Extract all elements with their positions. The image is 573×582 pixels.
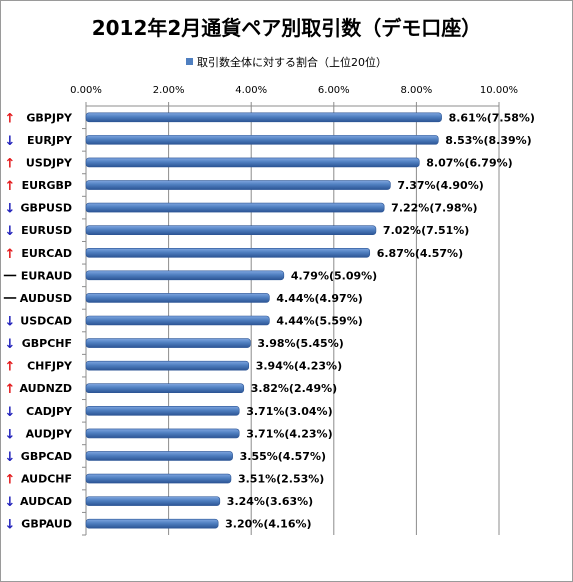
category-label: AUDCHF [21, 473, 72, 486]
bar [85, 518, 219, 529]
bar [85, 202, 385, 213]
bar [85, 428, 240, 439]
data-label: 3.71%(3.04%) [246, 405, 332, 418]
data-label: 4.44%(5.59%) [276, 315, 362, 328]
data-label: 3.98%(5.45%) [257, 337, 343, 350]
category-label: EURUSD [21, 224, 72, 237]
trend-arrow-icon: ↑ [5, 247, 16, 262]
bar [85, 247, 371, 258]
bar [85, 338, 251, 348]
bar [85, 451, 233, 461]
bar [85, 135, 439, 145]
bar [85, 473, 232, 484]
bar [85, 293, 270, 303]
trend-arrow-icon: ↑ [5, 473, 16, 488]
category-label: GBPCHF [22, 337, 72, 350]
trend-arrow-icon: 一 [3, 292, 16, 307]
trend-arrow-icon: ↓ [5, 495, 16, 510]
chart-legend: 取引数全体に対する割合（上位20位） [0, 54, 573, 70]
data-label: 8.53%(8.39%) [445, 134, 531, 147]
category-label: GBPJPY [26, 111, 73, 124]
trend-arrow-icon: ↑ [5, 111, 16, 126]
trend-arrow-icon: ↓ [5, 315, 16, 330]
category-label: EURJPY [27, 134, 73, 147]
category-label: EURCAD [21, 247, 72, 260]
bar [85, 180, 391, 190]
data-label: 3.71%(4.23%) [246, 427, 332, 440]
x-tick-label: 8.00% [401, 85, 433, 96]
legend-label: 取引数全体に対する割合（上位20位） [197, 56, 387, 69]
data-label: 8.07%(6.79%) [426, 156, 512, 169]
trend-arrow-icon: ↑ [5, 360, 16, 375]
trend-arrow-icon: ↑ [5, 382, 16, 397]
bar [85, 360, 250, 371]
trend-arrow-icon: ↓ [5, 405, 16, 420]
bar [85, 112, 442, 123]
x-tick-label: 2.00% [153, 85, 185, 96]
data-label: 7.37%(4.90%) [397, 179, 483, 192]
category-label: GBPUSD [21, 202, 72, 215]
category-label: EURAUD [21, 269, 72, 282]
category-label: AUDNZD [19, 382, 72, 395]
category-label: GBPAUD [21, 518, 72, 531]
data-label: 8.61%(7.58%) [449, 111, 535, 124]
x-tick-label: 4.00% [235, 85, 267, 96]
bar [85, 225, 377, 235]
bar [85, 270, 285, 281]
data-label: 3.24%(3.63%) [227, 495, 313, 508]
trend-arrow-icon: ↓ [5, 202, 16, 217]
legend-swatch [186, 58, 193, 65]
category-label: EURGBP [22, 179, 72, 192]
trend-arrow-icon: ↓ [5, 134, 16, 149]
data-label: 3.55%(4.57%) [240, 450, 326, 463]
data-label: 3.20%(4.16%) [225, 518, 311, 531]
chart-title: 2012年2月通貨ペア別取引数（デモ口座） [91, 16, 482, 40]
category-label: GBPCAD [21, 450, 72, 463]
bar [85, 496, 221, 506]
data-label: 3.94%(4.23%) [256, 360, 342, 373]
data-label: 6.87%(4.57%) [377, 247, 463, 260]
trend-arrow-icon: ↑ [5, 156, 16, 171]
trend-arrow-icon: ↓ [5, 337, 16, 352]
trend-arrow-icon: ↓ [5, 224, 16, 239]
x-tick-label: 0.00% [70, 85, 102, 96]
x-tick-label: 10.00% [480, 85, 518, 96]
bar [85, 315, 270, 326]
category-label: CHFJPY [27, 360, 73, 373]
trend-arrow-icon: ↓ [5, 427, 16, 442]
data-label: 7.22%(7.98%) [391, 202, 477, 215]
data-label: 4.44%(4.97%) [276, 292, 362, 305]
x-tick-label: 6.00% [318, 85, 350, 96]
category-label: AUDJPY [26, 427, 73, 440]
category-label: CADJPY [26, 405, 73, 418]
category-label: AUDCAD [20, 495, 72, 508]
category-label: AUDUSD [20, 292, 72, 305]
data-label: 3.82%(2.49%) [251, 382, 337, 395]
trend-arrow-icon: ↓ [5, 518, 16, 533]
bar [85, 383, 245, 394]
data-label: 7.02%(7.51%) [383, 224, 469, 237]
trend-arrow-icon: ↑ [5, 179, 16, 194]
trend-arrow-icon: ↓ [5, 450, 16, 465]
category-label: USDCAD [20, 315, 72, 328]
category-label: USDJPY [26, 156, 73, 169]
trend-arrow-icon: 一 [3, 269, 16, 284]
data-label: 3.51%(2.53%) [238, 473, 324, 486]
data-label: 4.79%(5.09%) [291, 269, 377, 282]
bar [85, 406, 240, 416]
bar [85, 157, 420, 168]
